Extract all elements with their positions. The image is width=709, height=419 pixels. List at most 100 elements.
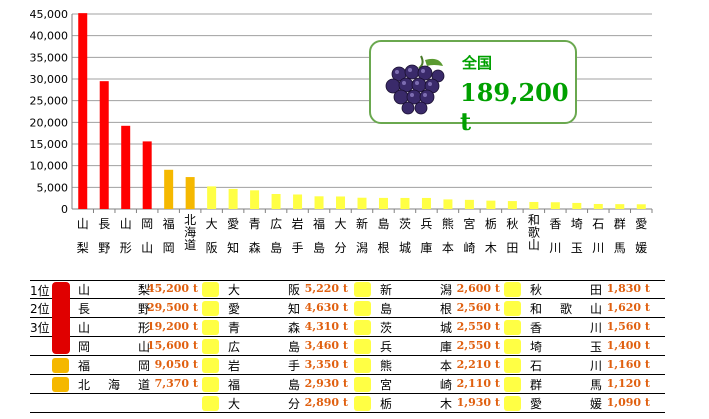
bar: [250, 190, 260, 209]
production-amount: 2,110 t: [456, 377, 500, 390]
production-amount: 2,600 t: [456, 282, 500, 295]
rank-marker: [202, 282, 219, 297]
bar: [228, 188, 238, 209]
production-amount: 1,120 t: [606, 377, 650, 390]
production-amount: 1,830 t: [606, 282, 650, 295]
prefecture-name: 島根: [380, 302, 452, 316]
category-labels: 山梨長野山形岡山福岡北海道大阪愛知青森広島岩手福島大分新潟島根茨城兵庫熊本宮崎栃…: [77, 213, 648, 255]
bar: [78, 13, 88, 210]
category-label: 大: [335, 217, 347, 231]
category-label: 木: [485, 241, 497, 255]
prefecture-name: 群馬: [530, 378, 602, 392]
y-tick-label: 10,000: [30, 160, 69, 173]
production-amount: 1,620 t: [606, 301, 650, 314]
category-label: 城: [399, 241, 411, 255]
table-row: [30, 394, 665, 413]
rank-marker: [504, 396, 521, 411]
production-amount: 45,200 t: [146, 282, 198, 295]
prefecture-name: 山形: [78, 321, 150, 335]
y-tick-label: 25,000: [30, 95, 69, 108]
prefecture-name: 熊本: [380, 359, 452, 373]
bar: [507, 201, 517, 209]
production-amount: 5,220 t: [304, 282, 348, 295]
production-amount: 2,210 t: [456, 358, 500, 371]
bar: [529, 201, 539, 209]
rank-marker: [504, 301, 521, 316]
category-label: 福: [163, 216, 175, 231]
table-row: 3位: [30, 318, 665, 337]
category-label: 福: [313, 216, 325, 231]
bar: [400, 197, 410, 209]
category-label: 島: [377, 216, 389, 231]
category-label: 崎: [463, 241, 475, 255]
prefecture-name: 兵庫: [380, 340, 452, 354]
rank-marker: [504, 339, 521, 354]
category-label: 岩: [292, 216, 304, 231]
rank-label: 3位: [30, 321, 50, 335]
production-amount: 4,310 t: [304, 320, 348, 333]
category-label: 分: [335, 241, 347, 255]
rank-marker: [504, 282, 521, 297]
category-label: 広: [270, 217, 282, 231]
total-box: 全国 189,200 t: [369, 40, 577, 136]
prefecture-name: 北海道: [78, 378, 150, 392]
rank-marker: [354, 396, 371, 411]
category-label: 川: [592, 241, 604, 255]
table-row: [30, 375, 665, 394]
production-amount: 3,350 t: [304, 358, 348, 371]
category-label: 大: [206, 217, 218, 231]
production-amount: 2,550 t: [456, 339, 500, 352]
table-row: [30, 337, 665, 356]
category-label: 田: [506, 241, 518, 255]
bar: [99, 81, 109, 209]
grape-icon: [385, 55, 445, 115]
prefecture-name: 和歌山: [530, 302, 602, 316]
category-label: 秋: [506, 217, 518, 231]
bar: [336, 196, 346, 209]
category-label: 形: [120, 241, 132, 255]
rank-marker: [202, 377, 219, 392]
category-label: 石: [592, 217, 604, 231]
rank-marker: [504, 320, 521, 335]
prefecture-name: 広島: [228, 340, 300, 354]
rank-marker: [202, 396, 219, 411]
rank-marker: [202, 320, 219, 335]
rank-marker: [202, 339, 219, 354]
category-label: 道: [184, 238, 196, 252]
category-label: 岡: [163, 241, 175, 255]
production-amount: 1,930 t: [456, 396, 500, 409]
category-label: 兵: [420, 217, 432, 231]
prefecture-name: 埼玉: [530, 340, 602, 354]
category-label: 青: [249, 217, 261, 231]
category-label: 知: [227, 241, 239, 255]
production-amount: 9,050 t: [154, 358, 198, 371]
category-label: 庫: [420, 241, 432, 255]
category-label: 川: [549, 241, 561, 255]
category-label: 宮: [463, 216, 475, 231]
production-amount: 1,160 t: [606, 358, 650, 371]
production-amount: 29,500 t: [146, 301, 198, 314]
category-label: 栃: [485, 217, 497, 231]
prefecture-name: 大阪: [228, 283, 300, 297]
rank-marker: [354, 339, 371, 354]
category-label: 長: [98, 217, 110, 231]
category-label: 北: [184, 213, 196, 227]
bar: [142, 141, 152, 209]
rank-marker: [354, 358, 371, 373]
category-label: 和: [528, 213, 540, 227]
y-tick-label: 45,000: [30, 8, 69, 21]
bar: [593, 203, 603, 209]
bar-chart: 0 5,000 10,000 15,000 20,000 25,000 30,000 35,0…: [30, 8, 653, 255]
category-label: 野: [98, 241, 110, 255]
category-label: 島: [313, 240, 325, 255]
total-value: 189,200 t: [460, 78, 569, 136]
rank-marker: [504, 377, 521, 392]
y-tick-label: 30,000: [30, 73, 69, 86]
production-amount: 15,600 t: [146, 339, 198, 352]
rank-marker: [504, 358, 521, 373]
category-label: 香: [549, 217, 561, 231]
category-label: 媛: [635, 241, 647, 255]
y-tick-label: 35,000: [30, 51, 69, 64]
category-label: 新: [356, 216, 368, 231]
bar: [121, 125, 131, 209]
